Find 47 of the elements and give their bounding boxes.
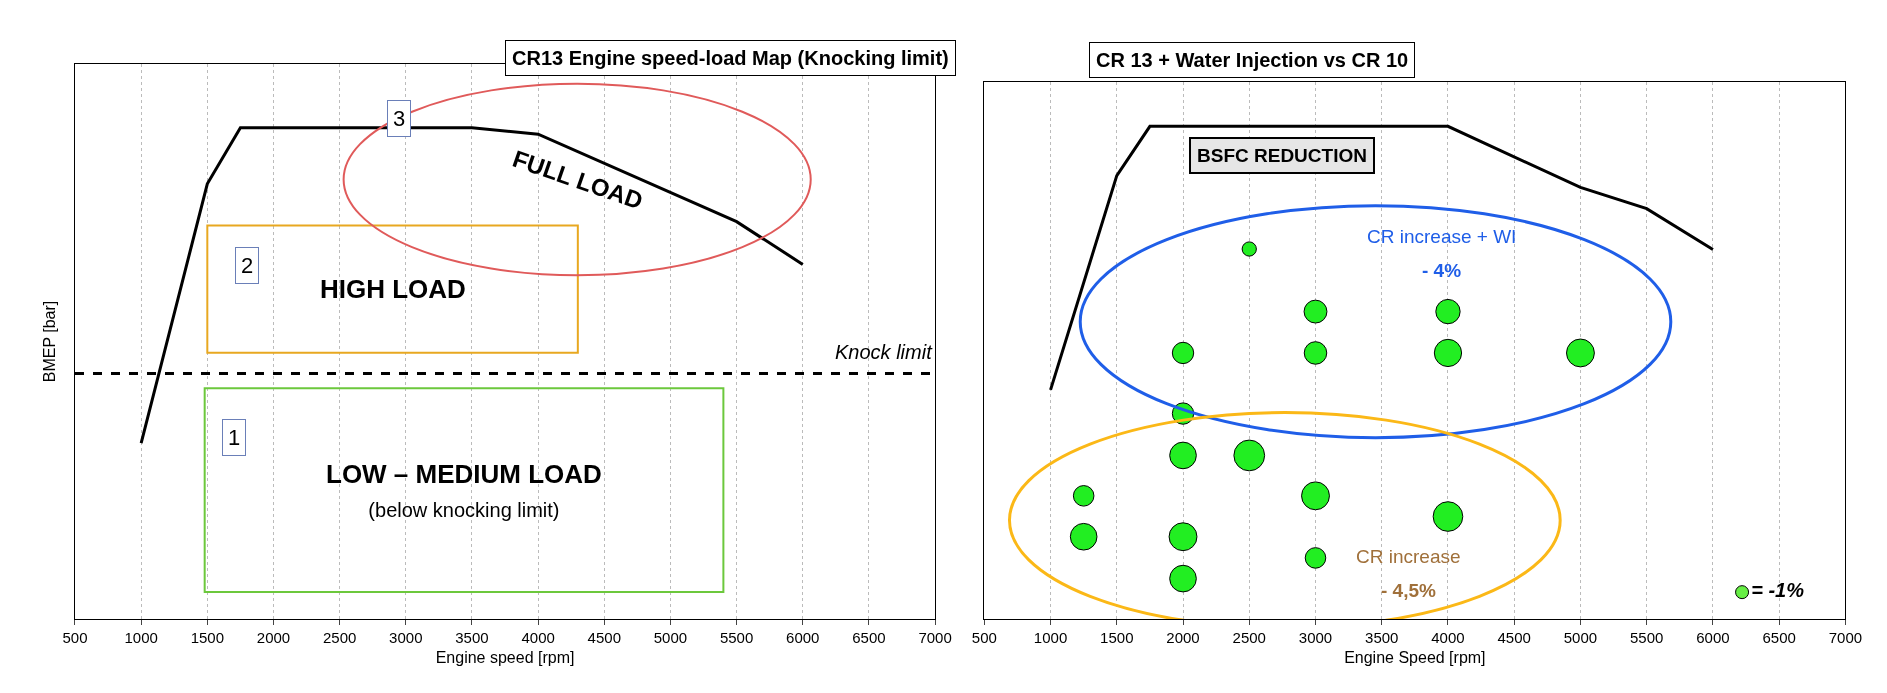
x-tick-label: 1000 xyxy=(1033,629,1068,646)
x-tick-label: 6000 xyxy=(786,629,820,646)
x-tick-label: 6500 xyxy=(1762,629,1796,646)
annotation: - 4,5% xyxy=(1381,580,1437,601)
x-tick-label: 2500 xyxy=(1232,629,1266,646)
x-tick-label: 5000 xyxy=(1563,629,1598,646)
x-tick-label: 4000 xyxy=(521,629,555,646)
x-tick-label: 1500 xyxy=(1100,629,1134,646)
x-axis-title: Engine Speed [rpm] xyxy=(1344,648,1486,666)
annotation: - 4% xyxy=(1422,260,1462,281)
annotation: HIGH LOAD xyxy=(320,274,466,304)
x-tick-label: 4000 xyxy=(1431,629,1465,646)
x-tick-label: 7000 xyxy=(1828,629,1863,646)
x-tick-label: 2500 xyxy=(322,629,357,646)
x-tick-label: 500 xyxy=(62,629,88,646)
x-tick-label: 3000 xyxy=(1298,629,1333,646)
annotation: 1 xyxy=(228,425,241,450)
x-tick-label: 5500 xyxy=(719,629,754,646)
x-tick-label: 7000 xyxy=(918,629,952,646)
x-tick-label: 1500 xyxy=(190,629,225,646)
annotation: CR increase + WI xyxy=(1367,226,1517,247)
annotation: 3 xyxy=(393,106,406,131)
x-tick-label: 5000 xyxy=(653,629,688,646)
x-tick-label: 3500 xyxy=(1365,629,1399,646)
x-axis-title: Engine speed [rpm] xyxy=(435,648,575,666)
y-axis-title: BMEP [bar] xyxy=(40,300,58,383)
annotation: BSFC REDUCTION xyxy=(1197,145,1367,166)
x-tick-label: 3000 xyxy=(389,629,423,646)
legend-label: = -1% xyxy=(1751,579,1805,602)
chart-title: CR 13 + Water Injection vs CR 10 xyxy=(1096,49,1409,71)
x-tick-label: 4500 xyxy=(1497,629,1531,646)
x-tick-label: 1000 xyxy=(124,629,158,646)
x-tick-label: 6000 xyxy=(1696,629,1730,646)
x-tick-label: 3500 xyxy=(455,629,489,646)
chart-title: CR13 Engine speed-load Map (Knocking limit) xyxy=(512,47,949,69)
x-tick-label: 2000 xyxy=(1166,629,1200,646)
annotation: (below knocking limit) xyxy=(368,498,560,521)
annotation: FULL LOAD xyxy=(509,144,647,215)
annotation: LOW – MEDIUM LOAD xyxy=(326,459,602,489)
x-tick-label: 2000 xyxy=(256,629,291,646)
x-tick-label: 500 xyxy=(971,629,997,646)
x-tick-label: 6500 xyxy=(852,629,886,646)
ref-line-label: Knock limit xyxy=(835,341,934,363)
annotation: CR increase xyxy=(1356,546,1461,567)
x-tick-label: 4500 xyxy=(587,629,621,646)
x-tick-label: 5500 xyxy=(1630,629,1664,646)
annotation: 2 xyxy=(241,253,254,278)
